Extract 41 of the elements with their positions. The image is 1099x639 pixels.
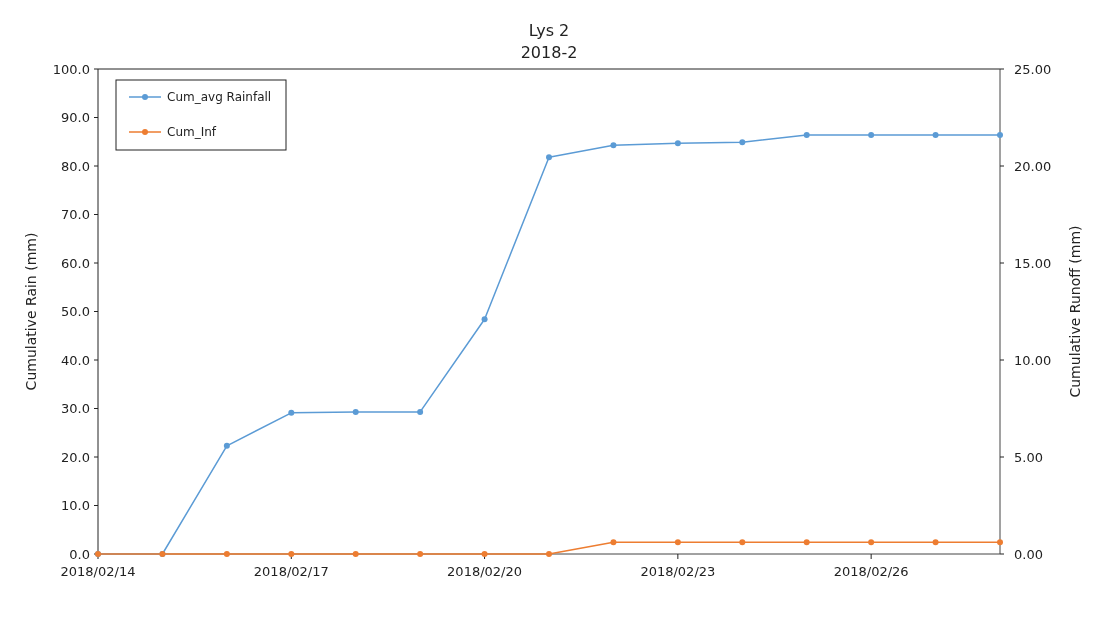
y-tick-label: 40.0 (61, 352, 90, 368)
y2-tick-label: 10.00 (1014, 352, 1052, 368)
y2-tick-label: 0.00 (1014, 546, 1043, 562)
y-tick-label: 80.0 (61, 158, 90, 174)
chart-subtitle: 2018-2 (520, 43, 578, 62)
y-tick-label: 50.0 (61, 304, 90, 320)
point (739, 139, 746, 146)
y-tick-label: 90.0 (61, 110, 90, 126)
point (674, 140, 681, 147)
x-tick-label: 2018/02/23 (640, 564, 716, 579)
y-tick-label: 100.0 (52, 61, 90, 77)
chart-title: Lys 2 (528, 21, 570, 40)
point (546, 154, 552, 161)
point (868, 131, 875, 138)
point (288, 409, 295, 416)
point (352, 408, 359, 415)
y2-axis-title: Cumulative Runoff (mm) (1067, 225, 1083, 398)
y2-tick-label: 15.00 (1014, 255, 1052, 271)
point (803, 131, 810, 138)
point (997, 131, 1003, 138)
y2-tick-label: 20.00 (1014, 158, 1052, 174)
point (417, 408, 424, 415)
point (932, 131, 939, 138)
legend-label: Cum_Inf (167, 125, 217, 140)
point (223, 442, 230, 449)
y-tick-label: 20.0 (61, 449, 90, 465)
y2-tick-label: 5.00 (1014, 449, 1043, 465)
x-tick-label: 2018/02/20 (447, 564, 523, 579)
point (610, 142, 617, 149)
point (481, 316, 488, 323)
y-axis-title: Cumulative Rain (mm) (23, 232, 39, 391)
y-tick-label: 30.0 (61, 401, 90, 417)
y-tick-label: 60.0 (61, 255, 90, 271)
x-tick-label: 2018/02/17 (253, 564, 329, 579)
y2-tick-label: 25.00 (1014, 61, 1052, 77)
y-tick-label: 70.0 (61, 207, 90, 223)
y-tick-label: 0.0 (69, 546, 90, 562)
y-tick-label: 10.0 (61, 498, 90, 514)
x-tick-label: 2018/02/14 (60, 564, 136, 579)
x-tick-label: 2018/02/26 (833, 564, 909, 579)
legend-label: Cum_avg Rainfall (167, 90, 272, 105)
